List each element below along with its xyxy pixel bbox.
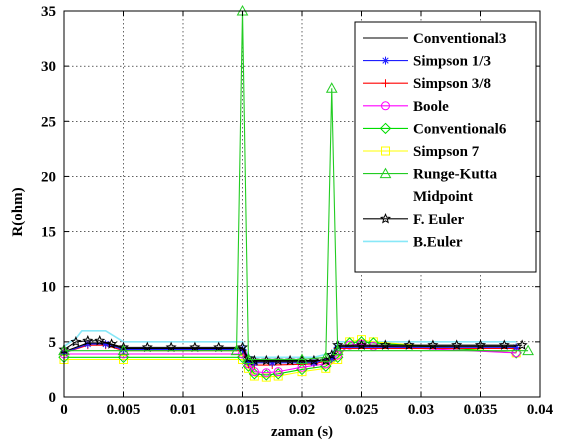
legend-marker — [379, 167, 392, 179]
data-point-simpson-1-3 — [327, 354, 336, 363]
legend-entry: Boole — [413, 99, 449, 115]
legend-entry: Simpson 1/3 — [413, 54, 491, 70]
y-tick-label: 15 — [41, 225, 56, 241]
x-axis-title: zaman (s) — [271, 424, 333, 440]
data-point-runge-kutta-midpoint — [296, 353, 308, 365]
data-point-f-euler — [106, 338, 118, 349]
axis-ticks: 0 0.005 0.01 0.015 0.02 0.025 0.03 0.035 0.04 0 5 1… — [41, 4, 554, 418]
data-point-f-euler — [236, 341, 249, 353]
y-tick-label: 5 — [49, 335, 57, 351]
x-tick-label: 0.035 — [464, 402, 498, 418]
legend-entry: Midpoint — [413, 189, 473, 205]
series-b-euler — [63, 330, 517, 359]
data-point-simpson-1-3 — [512, 343, 521, 352]
series-line-runge-kutta-midpoint — [64, 10, 529, 361]
legend: Conventional3 Simpson 1/3 Simpson 3/8 Boole… — [354, 21, 537, 273]
data-point-f-euler — [189, 341, 201, 353]
x-tick-label: 0.01 — [170, 402, 196, 418]
data-point-f-euler — [451, 339, 463, 350]
y-tick-label: 30 — [41, 59, 56, 75]
x-tick-label: 0.02 — [289, 402, 315, 418]
legend-marker — [379, 212, 392, 224]
x-tick-label: 0 — [60, 402, 68, 418]
data-point-runge-kutta-midpoint — [522, 344, 534, 356]
series-conventional3 — [63, 342, 517, 363]
legend-entry: B.Euler — [413, 234, 463, 250]
data-point-boole — [261, 368, 271, 378]
data-point-simpson-1-3 — [244, 357, 253, 366]
data-point-conventional6 — [260, 369, 273, 381]
y-axis-title: R(ohm) — [10, 187, 26, 236]
series-line-boole — [64, 343, 517, 374]
legend-marker — [381, 146, 390, 156]
data-point-f-euler — [379, 339, 391, 350]
legend-entry: Runge-Kutta — [413, 167, 498, 183]
x-tick-label: 0.015 — [226, 402, 260, 418]
data-point-runge-kutta-midpoint — [117, 344, 130, 356]
data-point-simpson-1-3 — [268, 358, 277, 367]
legend-marker — [381, 101, 390, 111]
y-tick-label: 25 — [41, 114, 56, 130]
legend-marker — [381, 56, 390, 65]
series-line-conventional3 — [63, 342, 517, 363]
x-tick-label: 0.03 — [408, 402, 434, 418]
y-tick-label: 10 — [41, 280, 56, 296]
x-tick-label: 0.025 — [345, 402, 379, 418]
data-point-boole — [273, 367, 283, 377]
data-point-f-euler — [242, 352, 254, 364]
legend-entry: Simpson 3/8 — [413, 76, 491, 92]
data-point-runge-kutta-midpoint — [331, 344, 344, 356]
data-point-f-euler — [117, 341, 130, 353]
data-point-simpson-1-3 — [101, 340, 110, 349]
data-point-f-euler — [213, 341, 225, 353]
data-point-f-euler — [498, 339, 510, 350]
y-tick-label: 0 — [49, 390, 57, 406]
legend-entry: Simpson 7 — [413, 144, 480, 160]
series-layer — [58, 4, 534, 382]
x-tick-label: 0.04 — [527, 402, 554, 418]
legend-entry: Conventional3 — [413, 31, 506, 47]
data-point-simpson-1-3 — [83, 340, 92, 349]
y-tick-label: 20 — [41, 169, 56, 185]
data-point-runge-kutta-midpoint — [242, 353, 255, 365]
legend-marker — [379, 122, 392, 135]
data-point-f-euler — [82, 334, 94, 346]
data-point-f-euler — [427, 339, 439, 350]
data-point-runge-kutta-midpoint — [230, 344, 243, 356]
data-point-f-euler — [516, 339, 528, 350]
y-tick-label: 35 — [41, 4, 56, 20]
legend-entry: F. Euler — [413, 212, 464, 228]
x-tick-label: 0.005 — [107, 402, 141, 418]
series-line-conventional6 — [64, 341, 517, 376]
data-point-runge-kutta-midpoint — [319, 351, 332, 362]
data-point-f-euler — [474, 339, 487, 350]
data-point-f-euler — [141, 341, 153, 353]
data-point-runge-kutta-midpoint — [325, 82, 338, 93]
legend-entry: Conventional6 — [413, 121, 507, 137]
data-point-simpson-7 — [119, 355, 128, 365]
series-runge-kutta-midpoint — [58, 4, 534, 365]
data-point-f-euler — [94, 334, 106, 346]
data-point-f-euler — [165, 341, 177, 353]
data-point-f-euler — [326, 349, 338, 360]
legend-marker — [381, 79, 390, 88]
data-point-f-euler — [355, 339, 368, 350]
data-point-f-euler — [70, 336, 82, 347]
series-line-b-euler — [63, 330, 517, 359]
data-point-f-euler — [403, 339, 415, 350]
